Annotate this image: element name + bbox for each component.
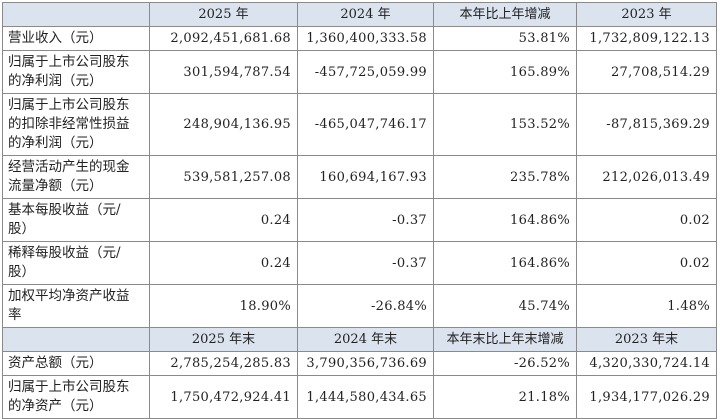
- header-cell: 2025 年: [149, 2, 298, 27]
- header-cell: 2023 年末: [576, 327, 717, 352]
- value-cell: 301,594,787.54: [149, 50, 298, 94]
- header-cell: 2024 年末: [297, 327, 434, 352]
- value-cell: -87,815,369.29: [576, 93, 717, 156]
- header-cell: 2024 年: [297, 2, 434, 27]
- value-cell: 1,444,580,434.65: [297, 375, 434, 419]
- row-label: 资产总额（元）: [2, 351, 150, 376]
- value-cell: 212,026,013.49: [576, 155, 717, 199]
- value-cell: 18.90%: [149, 284, 298, 328]
- value-cell: 0.02: [576, 241, 717, 285]
- value-cell: 2,785,254,285.83: [149, 351, 298, 376]
- value-cell: 1,732,809,122.13: [576, 26, 717, 51]
- data-row: 稀释每股收益（元/股） 0.24 -0.37 164.86% 0.02: [2, 241, 717, 285]
- value-cell: 45.74%: [433, 284, 577, 328]
- value-cell: -26.84%: [297, 284, 434, 328]
- header-row: 2025 年末 2024 年末 本年末比上年末增减 2023 年末: [2, 327, 717, 352]
- value-cell: -26.52%: [433, 351, 577, 376]
- data-row: 营业收入（元） 2,092,451,681.68 1,360,400,333.58 5…: [2, 26, 717, 51]
- value-cell: 539,581,257.08: [149, 155, 298, 199]
- data-row: 归属于上市公司股东的净资产（元） 1,750,472,924.41 1,444,58…: [2, 375, 717, 419]
- header-cell: 2025 年末: [149, 327, 298, 352]
- header-cell: [2, 327, 150, 352]
- value-cell: 248,904,136.95: [149, 93, 298, 156]
- header-cell: 本年比上年增减: [433, 2, 577, 27]
- row-label: 稀释每股收益（元/股）: [2, 241, 150, 285]
- data-row: 归属于上市公司股东的净利润（元） 301,594,787.54 -457,725,0…: [2, 50, 717, 94]
- value-cell: -0.37: [297, 241, 434, 285]
- row-label: 归属于上市公司股东的净利润（元）: [2, 50, 150, 94]
- value-cell: 235.78%: [433, 155, 577, 199]
- value-cell: 21.18%: [433, 375, 577, 419]
- value-cell: 0.24: [149, 198, 298, 242]
- value-cell: 2,092,451,681.68: [149, 26, 298, 51]
- value-cell: -465,047,746.17: [297, 93, 434, 156]
- data-row: 归属于上市公司股东的扣除非经常性损益的净利润（元） 248,904,136.95-…: [2, 93, 717, 156]
- value-cell: 153.52%: [433, 93, 577, 156]
- header-cell: 本年末比上年末增减: [433, 327, 577, 352]
- row-label: 归属于上市公司股东的净资产（元）: [2, 375, 150, 419]
- value-cell: 160,694,167.93: [297, 155, 434, 199]
- value-cell: 1.48%: [576, 284, 717, 328]
- value-cell: -0.37: [297, 198, 434, 242]
- row-label: 营业收入（元）: [2, 26, 150, 51]
- row-label: 经营活动产生的现金流量净额（元）: [2, 155, 150, 199]
- value-cell: 3,790,356,736.69: [297, 351, 434, 376]
- value-cell: 164.86%: [433, 198, 577, 242]
- value-cell: 27,708,514.29: [576, 50, 717, 94]
- header-row: 2025 年 2024 年本年比上年增减 2023 年: [2, 2, 717, 27]
- value-cell: -457,725,059.99: [297, 50, 434, 94]
- value-cell: 0.24: [149, 241, 298, 285]
- value-cell: 1,360,400,333.58: [297, 26, 434, 51]
- data-row: 基本每股收益（元/股） 0.24 -0.37 164.86% 0.02: [2, 198, 717, 242]
- header-cell: 2023 年: [576, 2, 717, 27]
- value-cell: 165.89%: [433, 50, 577, 94]
- value-cell: 1,934,177,026.29: [576, 375, 717, 419]
- value-cell: 53.81%: [433, 26, 577, 51]
- value-cell: 1,750,472,924.41: [149, 375, 298, 419]
- data-row: 加权平均净资产收益率 18.90% -26.84% 45.74% 1.48%: [2, 284, 717, 328]
- row-label: 加权平均净资产收益率: [2, 284, 150, 328]
- data-row: 经营活动产生的现金流量净额（元） 539,581,257.08 160,694,16…: [2, 155, 717, 199]
- value-cell: 4,320,330,724.14: [576, 351, 717, 376]
- row-label: 归属于上市公司股东的扣除非经常性损益的净利润（元）: [2, 93, 150, 156]
- header-cell: [2, 2, 150, 27]
- value-cell: 0.02: [576, 198, 717, 242]
- row-label: 基本每股收益（元/股）: [2, 198, 150, 242]
- value-cell: 164.86%: [433, 241, 577, 285]
- data-row: 资产总额（元） 2,785,254,285.83 3,790,356,736.69-…: [2, 351, 717, 376]
